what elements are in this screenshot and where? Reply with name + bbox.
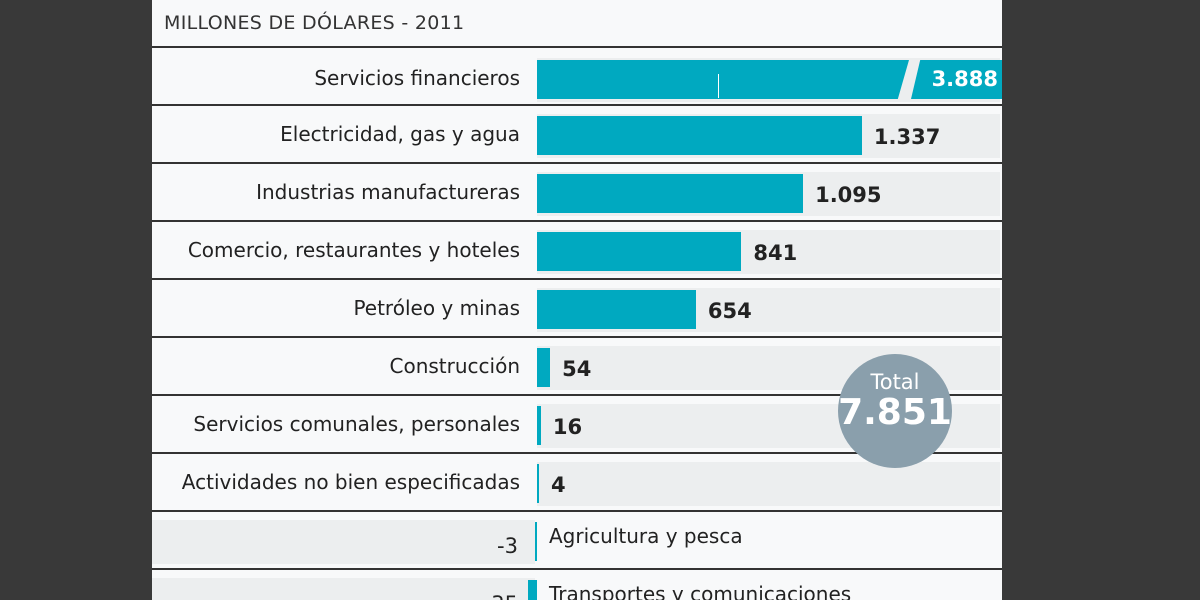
category-label: Agricultura y pesca	[549, 524, 743, 548]
bar-continuation	[911, 60, 1002, 99]
category-label: Servicios comunales, personales	[193, 412, 520, 436]
category-label: Actividades no bien especificadas	[181, 470, 520, 494]
bar	[537, 60, 909, 99]
bar	[535, 522, 537, 561]
category-label: Industrias manufactureras	[256, 180, 520, 204]
value-label: 54	[562, 357, 592, 381]
value-label: 3.888	[931, 67, 998, 91]
value-label: 1.095	[815, 183, 882, 207]
row-divider	[152, 336, 1002, 338]
total-label: Total	[870, 370, 920, 394]
value-label: 654	[707, 299, 752, 323]
row-divider	[152, 104, 1002, 106]
bar	[537, 232, 742, 271]
row-divider	[152, 162, 1002, 164]
bar	[537, 174, 804, 213]
chart-panel: MILLONES DE DÓLARES - 2011 Servicios fin…	[152, 0, 1002, 600]
row-divider	[152, 568, 1002, 570]
row-divider	[152, 220, 1002, 222]
category-label: Petróleo y minas	[353, 296, 520, 320]
value-label: 4	[551, 473, 566, 497]
chart-subtitle: MILLONES DE DÓLARES - 2011	[164, 12, 465, 34]
bar	[528, 580, 537, 600]
total-value: 7.851	[838, 392, 952, 433]
row-divider	[152, 452, 1002, 454]
category-label: Electricidad, gas y agua	[280, 122, 520, 146]
category-label: Comercio, restaurantes y hoteles	[187, 238, 520, 262]
bar-track	[152, 578, 535, 600]
value-label: 16	[552, 415, 583, 439]
value-label: -35	[484, 592, 518, 600]
bar	[537, 290, 696, 329]
bar	[537, 348, 551, 387]
category-label: Construcción	[389, 354, 521, 378]
category-label: Servicios financieros	[314, 66, 520, 90]
row-divider	[152, 510, 1002, 512]
total-badge: Total 7.851	[838, 354, 952, 468]
value-label: -3	[497, 534, 518, 558]
row-divider	[152, 278, 1002, 280]
category-label: Transportes y comunicaciones	[549, 582, 852, 600]
bar	[537, 116, 862, 155]
bar-track	[537, 462, 1000, 506]
row-divider	[152, 394, 1002, 396]
bar-break-line	[718, 74, 719, 98]
bar	[537, 464, 539, 503]
bar-track	[152, 520, 535, 564]
bar	[537, 406, 541, 445]
value-label: 841	[753, 241, 798, 265]
value-label: 1.337	[873, 125, 941, 149]
row-divider	[152, 46, 1002, 48]
